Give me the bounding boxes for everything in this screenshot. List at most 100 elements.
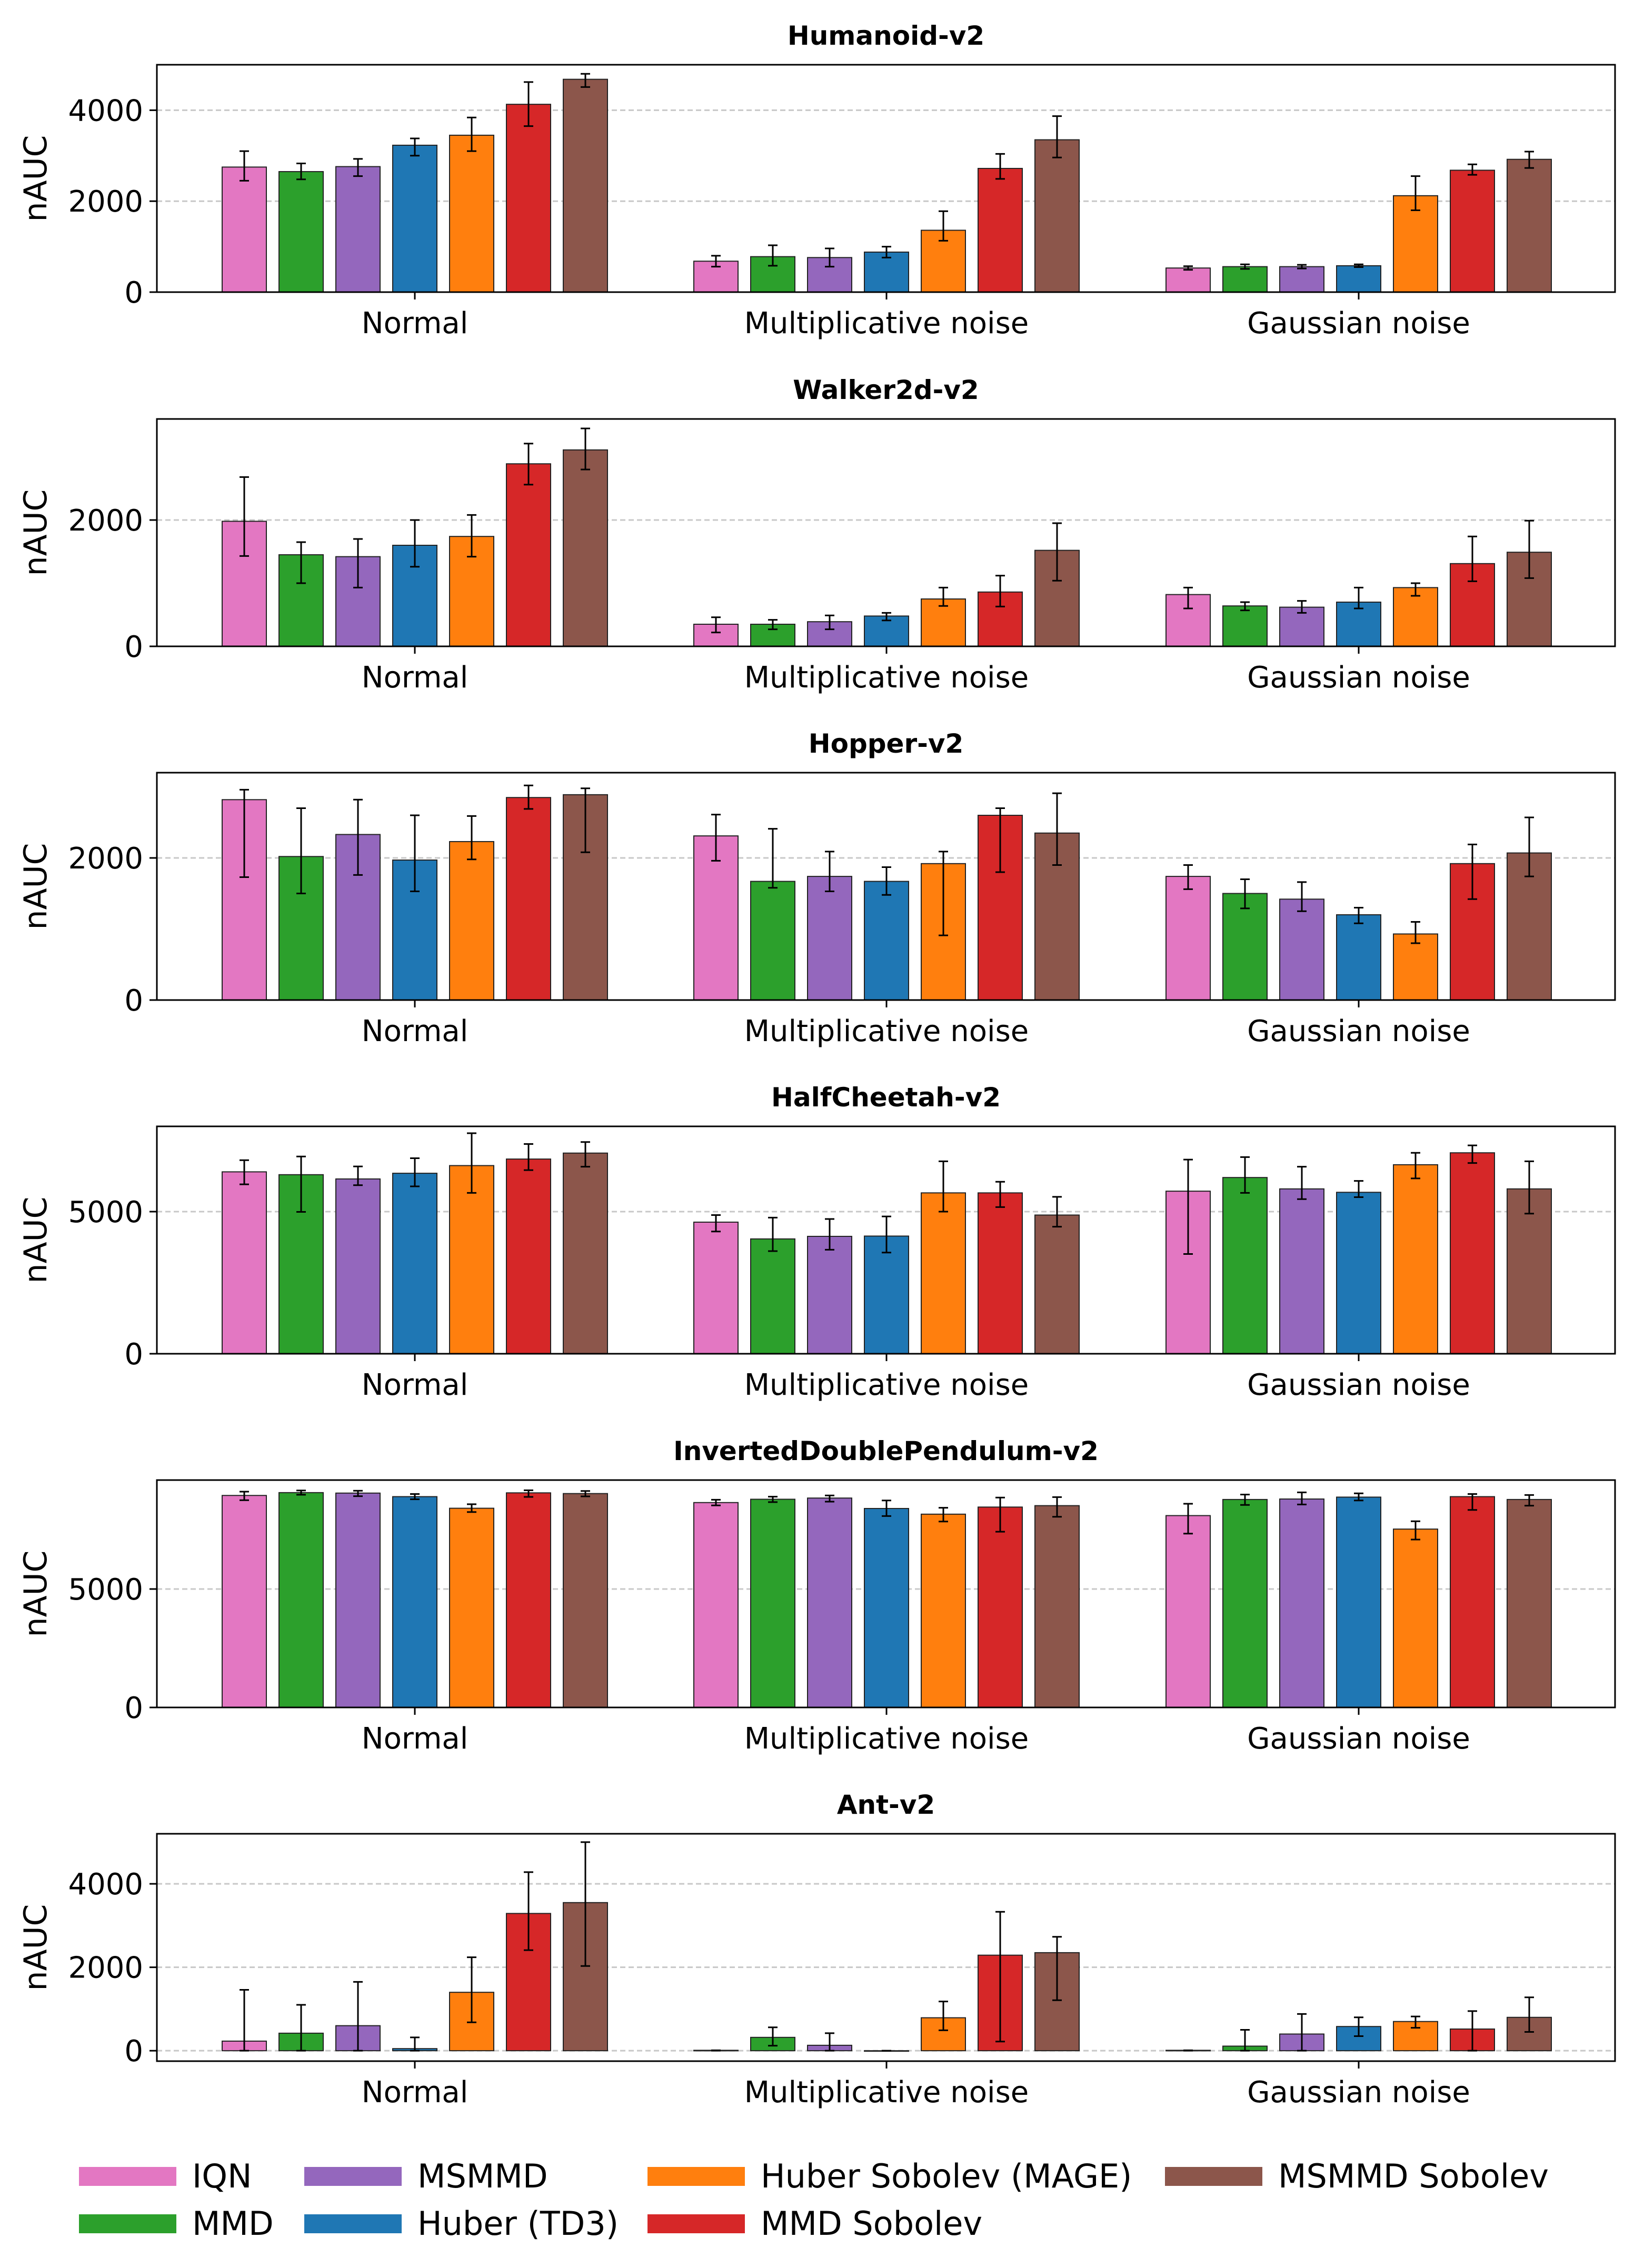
bar-msmmd (807, 1497, 852, 1708)
chart-humanoid-v2: Humanoid-v2 nAUC 0 2000 4000 Normal Multiplica… (17, 21, 1616, 341)
bar-mmd-sobolev (1450, 1152, 1495, 1354)
x-tick-label: Gaussian noise (1247, 1722, 1470, 1756)
y-tick-label: 2000 (68, 185, 143, 219)
bar-huber-td3 (1336, 1192, 1381, 1355)
y-tick-label: 0 (124, 2034, 143, 2069)
bar-msmmd (1279, 1498, 1324, 1708)
bar-huber-td3 (864, 1235, 909, 1354)
bar-mmd (278, 1492, 324, 1709)
y-tick-label: 0 (124, 276, 143, 310)
x-tick-label: Gaussian noise (1247, 1368, 1470, 1402)
bar-huber-sobolev-mage (1393, 933, 1438, 1001)
bar-mmd (750, 881, 795, 1001)
bar-msmmd-sobolev (1507, 1498, 1552, 1708)
bar-mmd (1222, 1498, 1268, 1708)
plot-frame (156, 1479, 1616, 1709)
bar-msmmd (335, 1178, 381, 1354)
bar-mmd (750, 1498, 795, 1708)
bar-huber-td3 (864, 251, 909, 293)
y-axis-label: nAUC (17, 135, 54, 222)
y-axis-label: nAUC (17, 1197, 54, 1284)
bar-iqn (222, 166, 267, 293)
y-axis-label: nAUC (17, 489, 54, 576)
y-tick-label: 2000 (68, 504, 143, 538)
plot-frame (156, 1833, 1616, 2062)
x-tick-label: Multiplicative noise (744, 1368, 1029, 1402)
bar-mmd (1222, 893, 1268, 1001)
bar-mmd-sobolev (1450, 169, 1495, 293)
bar-msmmd (1279, 266, 1324, 293)
plot-frame (156, 772, 1616, 1001)
bar-mmd (1222, 266, 1268, 293)
bar-iqn (1165, 1515, 1211, 1708)
bar-huber-sobolev-mage (1393, 1164, 1438, 1354)
x-tick-label: Gaussian noise (1247, 1014, 1470, 1048)
bar-huber-sobolev-mage (449, 841, 494, 1001)
bar-mmd-sobolev (506, 463, 551, 647)
bar-huber-td3 (392, 1496, 437, 1708)
bar-mmd-sobolev (506, 797, 551, 1001)
chart-inverteddoublependulum-v2: InvertedDoublePendulum-v2 nAUC 0 5000 Normal… (17, 1436, 1616, 1756)
bar-msmmd-sobolev (1034, 1214, 1080, 1354)
bar-huber-sobolev-mage (449, 1165, 494, 1355)
y-tick-label: 0 (124, 1337, 143, 1372)
bar-msmmd (1279, 898, 1324, 1001)
bar-huber-td3 (1336, 1496, 1381, 1708)
x-tick-label: Gaussian noise (1247, 661, 1470, 695)
bar-huber-td3 (392, 1173, 437, 1355)
bar-mmd-sobolev (978, 1506, 1023, 1709)
bar-huber-sobolev-mage (921, 1192, 966, 1355)
chart-title: Walker2d-v2 (793, 375, 979, 405)
bar-huber-sobolev-mage (449, 134, 494, 293)
y-tick-label: 0 (124, 630, 143, 664)
bar-msmmd-sobolev (1507, 158, 1552, 293)
chart-ant-v2: Ant-v2 nAUC 0 2000 4000 Normal Multiplicative … (17, 1790, 1616, 2110)
bar-mmd-sobolev (506, 1492, 551, 1709)
y-tick-label: 0 (124, 984, 143, 1018)
bar-msmmd (807, 1235, 852, 1354)
bar-msmmd-sobolev (1507, 852, 1552, 1001)
bar-msmmd-sobolev (563, 1493, 608, 1708)
chart-hopper-v2: Hopper-v2 nAUC 0 2000 Normal Multiplicative n… (17, 728, 1616, 1048)
bar-huber-td3 (1336, 602, 1381, 647)
bar-mmd-sobolev (978, 167, 1023, 293)
bar-msmmd-sobolev (563, 1152, 608, 1354)
y-tick-label: 5000 (68, 1195, 143, 1230)
y-tick-label: 4000 (68, 94, 143, 128)
bar-mmd (1222, 1177, 1268, 1354)
plot-frame (156, 64, 1616, 293)
chart-title: Hopper-v2 (809, 728, 963, 759)
bar-iqn (222, 1495, 267, 1708)
bar-iqn (693, 1221, 739, 1354)
bar-huber-td3 (864, 1508, 909, 1708)
x-tick-label: Normal (362, 661, 469, 695)
bar-mmd (750, 1238, 795, 1355)
bar-msmmd (335, 1492, 381, 1708)
bar-msmmd (807, 876, 852, 1001)
chart-title: Humanoid-v2 (788, 21, 984, 51)
bar-mmd (278, 171, 324, 293)
bar-mmd-sobolev (506, 1158, 551, 1355)
y-tick-label: 2000 (68, 1951, 143, 1985)
x-tick-label: Multiplicative noise (744, 661, 1029, 695)
plot-frame (156, 1125, 1616, 1355)
x-tick-label: Normal (362, 1368, 469, 1402)
x-tick-label: Normal (362, 306, 469, 341)
bar-huber-sobolev-mage (1393, 1528, 1438, 1708)
y-axis-label: nAUC (17, 1904, 54, 1991)
y-tick-label: 4000 (68, 1867, 143, 1902)
bar-huber-td3 (1336, 265, 1381, 293)
bar-huber-sobolev-mage (1393, 195, 1438, 293)
bar-msmmd-sobolev (1034, 1505, 1080, 1709)
chart-title: InvertedDoublePendulum-v2 (673, 1436, 1099, 1466)
chart-title: Ant-v2 (837, 1790, 935, 1820)
x-tick-label: Normal (362, 1722, 469, 1756)
bar-huber-td3 (392, 144, 437, 293)
bar-huber-sobolev-mage (921, 1513, 966, 1709)
bar-msmmd-sobolev (563, 449, 608, 647)
bar-iqn (1165, 876, 1211, 1001)
bar-mmd-sobolev (1450, 1496, 1495, 1708)
plot-frame (156, 418, 1616, 647)
